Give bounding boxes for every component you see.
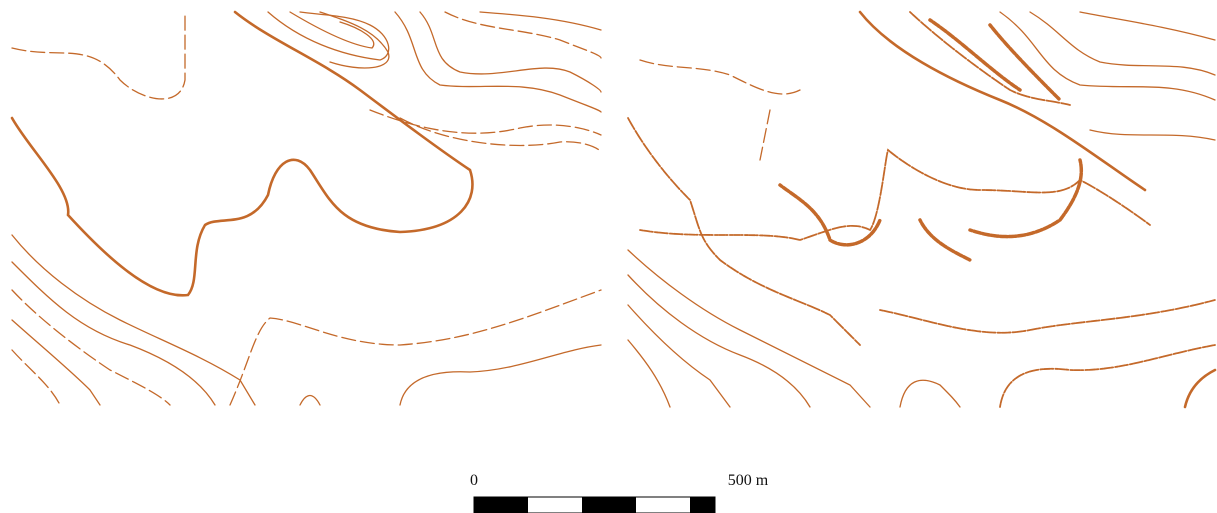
- contour: [11, 234, 256, 406]
- contour: [627, 304, 731, 408]
- contour: [999, 11, 1216, 101]
- contour: [1089, 129, 1216, 141]
- contour: [1183, 368, 1217, 409]
- contour: [319, 11, 390, 69]
- contour: [11, 349, 61, 406]
- contour: [627, 339, 671, 408]
- contour: [11, 289, 171, 406]
- scale-bar: 0 500 m: [470, 472, 769, 513]
- contour: [419, 11, 602, 93]
- contour: [999, 344, 1216, 408]
- right-panel: [627, 10, 1217, 409]
- contour: [627, 117, 861, 346]
- scale-segment: [690, 497, 715, 513]
- contour: [444, 11, 602, 59]
- contour: [928, 18, 1062, 102]
- scale-label: 500 m: [728, 472, 769, 489]
- contour: [299, 394, 321, 406]
- contour: [394, 11, 602, 113]
- contour: [627, 249, 871, 408]
- contour: [627, 274, 811, 408]
- contour: [1079, 11, 1216, 41]
- contour: [267, 11, 390, 61]
- scale-segment: [582, 497, 636, 513]
- contour: [399, 117, 602, 153]
- contour: [399, 344, 602, 406]
- contour: [11, 261, 216, 406]
- contour: [11, 319, 101, 406]
- contour: [778, 158, 1083, 262]
- contour: [289, 11, 375, 49]
- contour: [10, 10, 474, 297]
- contour: [479, 11, 602, 31]
- contour: [909, 11, 1071, 106]
- contour: [229, 289, 602, 406]
- contour: [858, 10, 1147, 192]
- contour: [1029, 11, 1216, 76]
- left-panel: [10, 10, 602, 406]
- contour: [879, 299, 1216, 334]
- scale-segment: [474, 497, 528, 513]
- contour: [899, 379, 961, 408]
- contour: [639, 59, 801, 161]
- contour: [11, 11, 186, 100]
- scale-label: 0: [470, 472, 478, 489]
